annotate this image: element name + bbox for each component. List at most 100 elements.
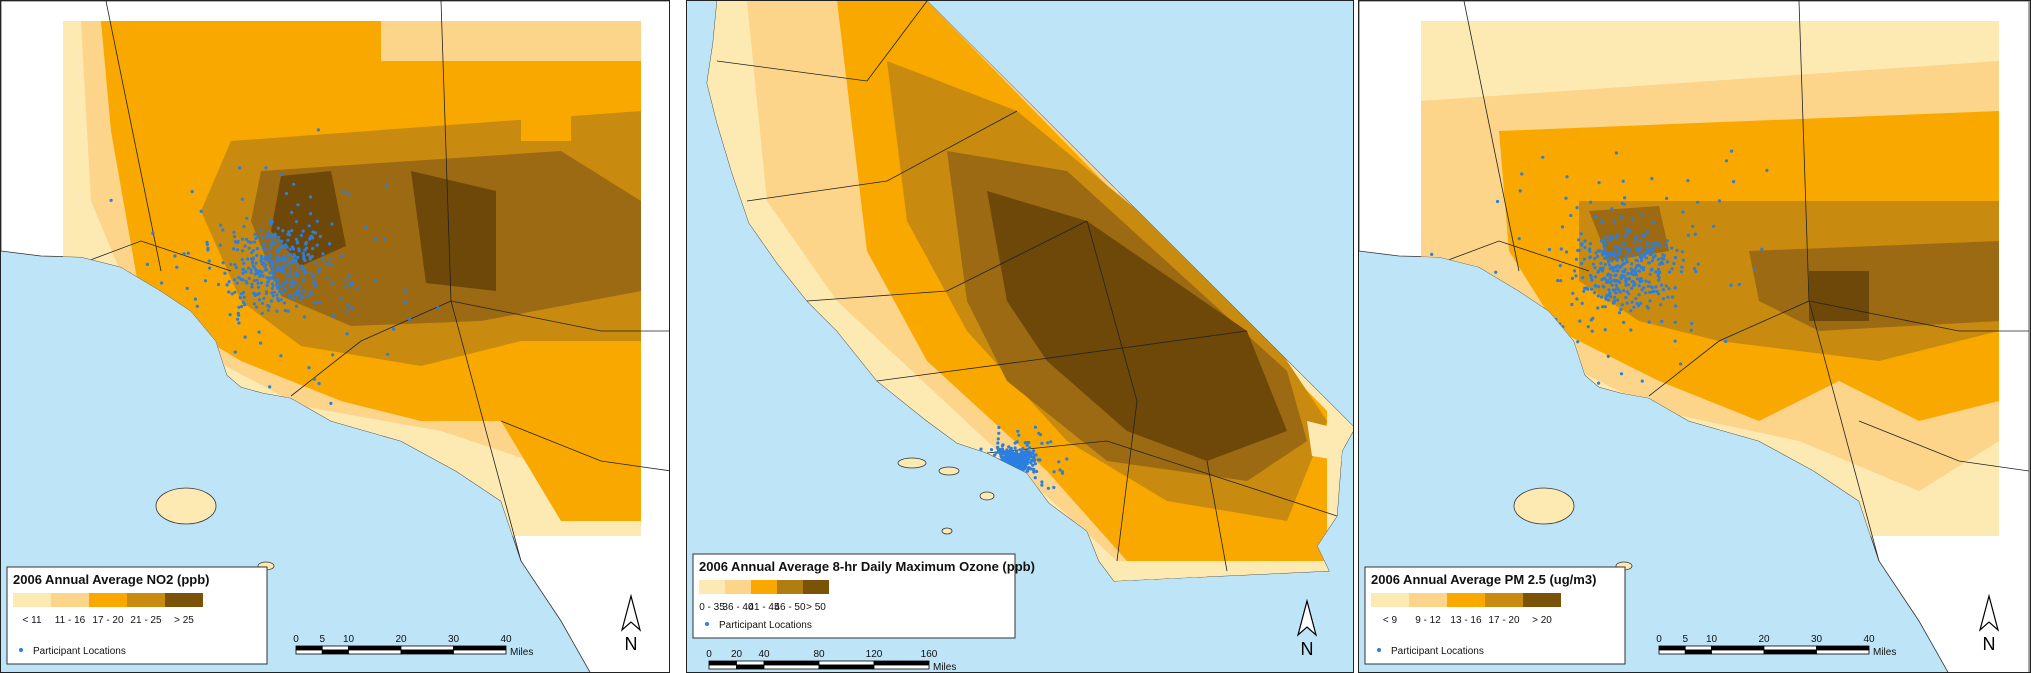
participant-dot [1629,309,1633,313]
participant-dot [1624,257,1628,261]
participant-dot [1583,286,1587,290]
island [1513,487,1575,525]
participant-dot [1660,319,1664,324]
participant-dot [1618,290,1622,294]
participant-dot [403,300,408,304]
participant-dot [232,247,236,251]
participant-dot [1556,279,1560,283]
participant-dot [288,252,292,257]
participant-dot [1613,279,1617,283]
participant-dot [1634,270,1638,274]
participant-dot [267,305,271,309]
participant-dot [1635,234,1639,239]
participant-dot [268,385,272,389]
participant-dot [1637,264,1641,268]
participant-dot [263,264,267,268]
participant-dot [1613,244,1618,248]
participant-dot [311,274,316,278]
participant-dot [1591,316,1595,320]
participant-dot [1594,215,1598,219]
participant-dot [979,447,983,451]
participant-dot [342,190,346,194]
participant-dot [1599,239,1603,243]
participant-dot [297,293,301,297]
county-boundary [1463,1,1520,272]
legend-swatch [803,580,829,594]
participant-dot [294,271,298,275]
participant-dot [385,184,389,188]
legend-class-label: > 25 [174,615,194,626]
legend-class-label: 0 - 35 [699,602,725,613]
participant-dot [269,246,273,250]
legend-class-label: 46 - 50 [774,602,806,613]
participant-dot [1608,238,1612,242]
participant-dot [1637,284,1641,288]
participant-dot [317,381,321,386]
participant-dot [1590,329,1594,333]
participant-dot [270,220,274,224]
participant-dot [1609,273,1613,277]
participant-dot [1040,480,1044,484]
participant-dot [250,282,254,286]
participant-dot [1760,247,1764,251]
participant-dot [285,279,289,284]
participant-dot [253,232,257,236]
legend-participants: Participant Locations [719,620,812,631]
participant-dots [87,128,440,405]
participant-dot [1614,283,1618,287]
participant-dot [288,267,292,271]
participant-dot [247,266,251,270]
participant-dot [1639,301,1643,305]
participant-dot [1655,241,1659,245]
participant-dot [269,233,273,237]
scale-segment [763,664,820,670]
scale-unit: Miles [510,647,533,658]
participant-dot [255,269,259,273]
participant-dot [199,209,203,213]
participant-dot [294,237,299,241]
participant-dot [1588,247,1592,251]
participant-dot [309,271,313,275]
participant-dot [234,266,239,270]
participant-dot [1635,259,1640,263]
scale-segment [321,645,349,651]
participant-dot [1629,267,1633,271]
scale-segment [1658,649,1686,655]
participant-dot [1689,328,1693,332]
participant-dot [1560,225,1565,229]
participant-dot [257,298,262,302]
legend-swatch [699,580,725,594]
participant-dot [272,270,276,275]
participant-dot [997,431,1001,435]
participant-dot [1581,276,1585,280]
participant-dot [1654,270,1658,274]
scale-label: 10 [343,634,355,645]
participant-dot [249,271,253,275]
participant-dot [252,278,257,283]
participant-dot [310,254,314,258]
scale-segment [1684,645,1712,651]
participant-dot [1559,247,1563,251]
participant-dot [391,327,396,331]
participant-dot [1661,297,1665,301]
participant-dot [1610,259,1614,263]
participant-dot [1625,301,1629,305]
participant-dot [1027,451,1031,455]
participant-dot [265,283,269,287]
participant-dot [1679,362,1683,366]
participant-dot [1660,256,1664,260]
participant-dot [288,270,292,274]
participant-dot [1031,449,1036,453]
participant-dot [1686,233,1691,237]
scale-label: 0 [1656,634,1662,645]
participant-dot [1603,328,1607,332]
participant-dot [1674,304,1678,308]
participant-dot [374,237,378,241]
participant-dot [1614,151,1618,155]
participant-dot [1626,271,1630,275]
participant-dot [1026,459,1030,463]
legend-title: 2006 Annual Average NO2 (ppb) [13,572,210,587]
raster-zone [1421,21,1999,101]
participant-dot [240,304,244,309]
participant-dot [1028,466,1032,470]
